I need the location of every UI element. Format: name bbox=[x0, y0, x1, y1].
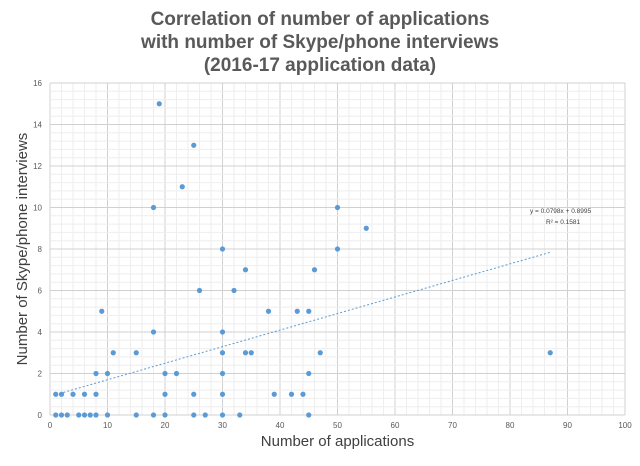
data-point bbox=[93, 391, 99, 397]
data-point bbox=[58, 412, 65, 418]
data-point bbox=[242, 267, 249, 273]
data-point bbox=[265, 308, 272, 314]
data-point bbox=[93, 370, 99, 377]
data-point bbox=[219, 412, 226, 418]
y-tick-label: 14 bbox=[33, 121, 42, 130]
data-point bbox=[173, 370, 180, 377]
y-tick-label: 6 bbox=[38, 287, 43, 296]
data-point bbox=[81, 391, 88, 397]
chart-title: Correlation of number of applications wi… bbox=[0, 8, 640, 77]
data-point bbox=[306, 308, 312, 314]
x-tick-label: 40 bbox=[276, 421, 285, 430]
y-axis-title: Number of Skype/phone interviews bbox=[14, 133, 31, 366]
data-point bbox=[150, 204, 157, 211]
data-point bbox=[219, 246, 226, 252]
data-point bbox=[202, 412, 208, 418]
data-point bbox=[248, 350, 254, 356]
data-point bbox=[311, 267, 318, 273]
data-point bbox=[231, 287, 237, 294]
data-points bbox=[53, 101, 553, 418]
y-tick-label: 0 bbox=[38, 411, 43, 420]
chart-title-line-1: Correlation of number of applications bbox=[150, 9, 490, 30]
data-point bbox=[133, 412, 139, 418]
x-axis-title: Number of applications bbox=[261, 433, 414, 450]
data-point bbox=[53, 391, 59, 397]
y-tick-label: 10 bbox=[33, 204, 42, 213]
data-point bbox=[133, 350, 139, 356]
data-point bbox=[64, 412, 70, 418]
x-tick-label: 90 bbox=[563, 421, 572, 430]
x-tick-label: 50 bbox=[333, 421, 342, 430]
x-tick-label: 70 bbox=[448, 421, 457, 430]
x-tick-label: 10 bbox=[103, 421, 112, 430]
x-tick-label: 30 bbox=[218, 421, 227, 430]
data-point bbox=[179, 184, 185, 190]
data-point bbox=[363, 225, 369, 231]
data-point bbox=[334, 204, 341, 211]
chart-title-line-2: with number of Skype/phone interviews bbox=[141, 32, 499, 53]
x-tick-labels: 0 10 20 30 40 50 60 70 80 90 100 bbox=[48, 421, 632, 430]
data-point bbox=[294, 308, 300, 314]
data-point bbox=[306, 412, 312, 418]
data-point bbox=[104, 412, 111, 418]
data-point bbox=[81, 412, 88, 418]
trendline-equation: y = 0.0798x + 0.8995 bbox=[530, 208, 591, 215]
data-point bbox=[76, 412, 82, 418]
data-point bbox=[219, 391, 226, 397]
data-point bbox=[99, 308, 105, 314]
y-tick-label: 4 bbox=[38, 328, 43, 337]
data-point bbox=[237, 412, 243, 418]
data-point bbox=[219, 329, 226, 335]
data-point bbox=[104, 370, 111, 377]
gridlines bbox=[49, 82, 626, 416]
x-tick-label: 20 bbox=[161, 421, 170, 430]
data-point bbox=[196, 287, 203, 294]
data-point bbox=[93, 412, 99, 418]
trendline-r-squared: R² = 0.1581 bbox=[546, 219, 581, 226]
data-point bbox=[191, 391, 197, 397]
data-point bbox=[288, 391, 295, 397]
data-point bbox=[162, 412, 168, 418]
data-point bbox=[271, 391, 277, 397]
data-point bbox=[191, 142, 197, 148]
y-tick-label: 8 bbox=[38, 245, 43, 254]
data-point bbox=[547, 350, 553, 356]
trendline bbox=[55, 251, 551, 396]
y-tick-label: 16 bbox=[33, 79, 42, 88]
data-point bbox=[70, 391, 76, 397]
data-point bbox=[150, 329, 157, 335]
x-tick-label: 80 bbox=[506, 421, 515, 430]
data-point bbox=[53, 412, 59, 418]
data-point bbox=[150, 412, 157, 418]
data-point bbox=[242, 350, 249, 356]
y-tick-labels: 0 2 4 6 8 10 12 14 16 bbox=[33, 79, 42, 420]
data-point bbox=[306, 370, 312, 377]
data-point bbox=[191, 412, 197, 418]
data-point bbox=[58, 391, 65, 397]
data-point bbox=[156, 101, 162, 107]
x-tick-label: 60 bbox=[391, 421, 400, 430]
x-tick-label: 100 bbox=[618, 421, 632, 430]
data-point bbox=[162, 391, 168, 397]
data-point bbox=[110, 350, 116, 356]
data-point bbox=[334, 246, 341, 252]
chart-title-line-3: (2016-17 application data) bbox=[203, 55, 437, 76]
data-point bbox=[87, 412, 93, 418]
data-point bbox=[317, 350, 323, 356]
data-point bbox=[162, 370, 168, 377]
data-point bbox=[219, 350, 226, 356]
y-tick-label: 2 bbox=[38, 370, 43, 379]
data-point bbox=[219, 370, 226, 377]
y-tick-label: 12 bbox=[33, 162, 42, 171]
x-tick-label: 0 bbox=[48, 421, 53, 430]
data-point bbox=[300, 391, 306, 397]
